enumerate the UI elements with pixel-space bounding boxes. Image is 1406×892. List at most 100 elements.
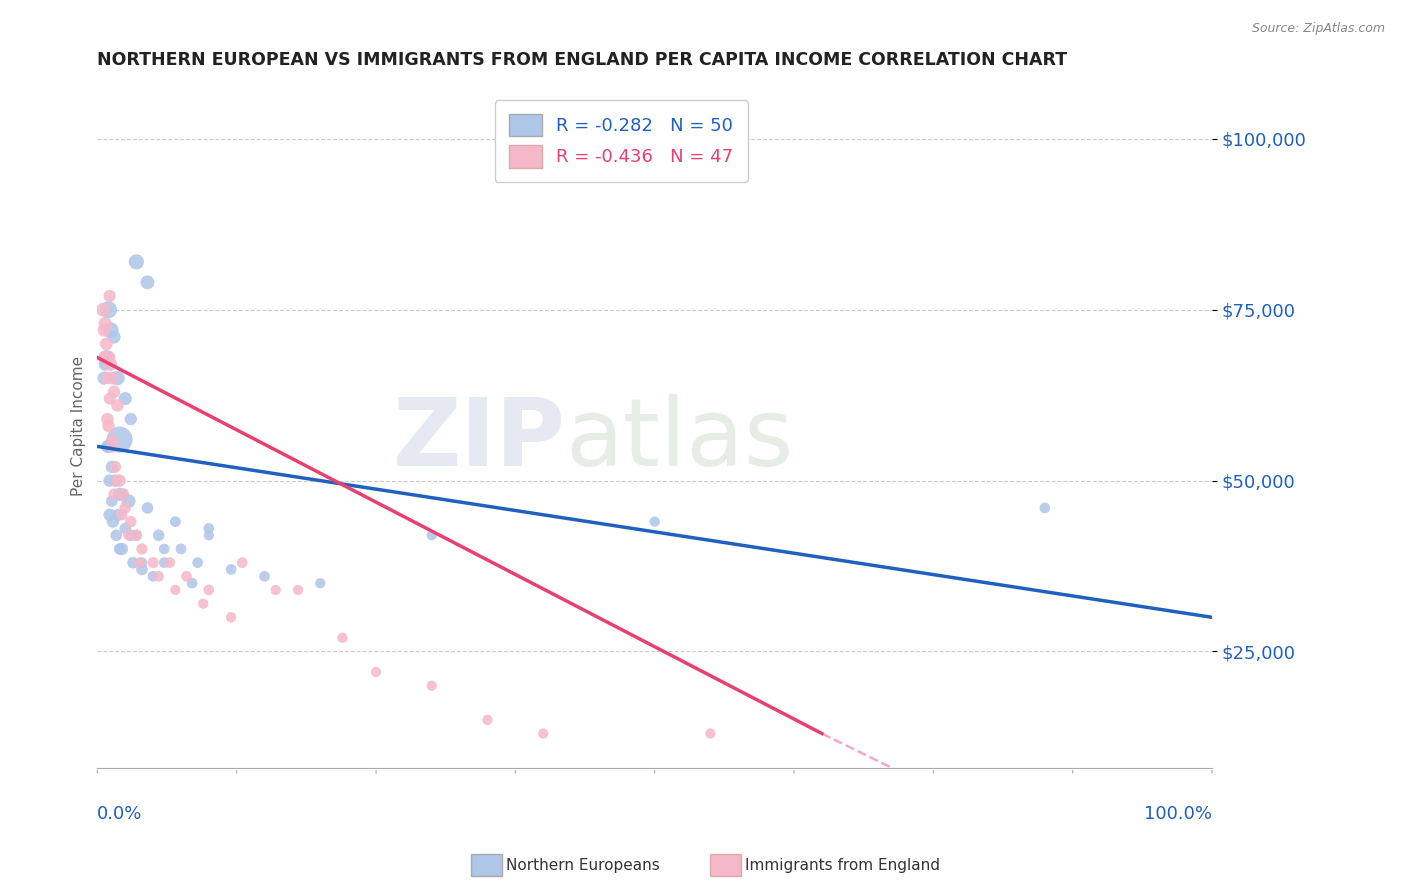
Point — [98, 392, 121, 406]
Point — [420, 679, 443, 693]
Point — [142, 556, 165, 570]
Point — [142, 569, 165, 583]
Point — [108, 541, 131, 556]
Point — [105, 528, 128, 542]
Point — [153, 556, 176, 570]
Point — [187, 556, 209, 570]
Text: Source: ZipAtlas.com: Source: ZipAtlas.com — [1251, 22, 1385, 36]
Point — [219, 610, 242, 624]
Text: 0.0%: 0.0% — [97, 805, 143, 823]
Point — [107, 371, 129, 385]
Point — [420, 528, 443, 542]
Point — [364, 665, 387, 679]
Text: NORTHERN EUROPEAN VS IMMIGRANTS FROM ENGLAND PER CAPITA INCOME CORRELATION CHART: NORTHERN EUROPEAN VS IMMIGRANTS FROM ENG… — [97, 51, 1067, 69]
Point — [264, 582, 287, 597]
Y-axis label: Per Capita Income: Per Capita Income — [72, 356, 86, 496]
Point — [131, 541, 153, 556]
Point — [94, 317, 117, 331]
Point — [309, 576, 332, 591]
Point — [148, 569, 170, 583]
Point — [96, 351, 118, 365]
Point — [96, 439, 118, 453]
Point — [100, 358, 122, 372]
Point — [136, 276, 159, 290]
Point — [98, 508, 121, 522]
Point — [103, 330, 125, 344]
Point — [98, 474, 121, 488]
Point — [103, 384, 125, 399]
Point — [111, 541, 134, 556]
Point — [120, 515, 142, 529]
Point — [101, 439, 124, 453]
Point — [148, 528, 170, 542]
Point — [181, 576, 204, 591]
Point — [128, 556, 150, 570]
Point — [477, 713, 499, 727]
Point — [531, 726, 554, 740]
Point — [287, 582, 309, 597]
Point — [125, 528, 148, 542]
Point — [219, 562, 242, 576]
Point — [96, 371, 118, 385]
Point — [231, 556, 253, 570]
Point — [97, 351, 120, 365]
Point — [105, 474, 128, 488]
Point — [159, 556, 181, 570]
Point — [111, 508, 134, 522]
Point — [94, 351, 117, 365]
Point — [107, 398, 129, 412]
Point — [91, 302, 114, 317]
Point — [117, 494, 139, 508]
Point — [699, 726, 721, 740]
Text: atlas: atlas — [565, 393, 794, 485]
Point — [198, 528, 221, 542]
Point — [96, 337, 118, 351]
Point — [111, 487, 134, 501]
Point — [176, 569, 198, 583]
Point — [101, 371, 124, 385]
Text: 100.0%: 100.0% — [1144, 805, 1212, 823]
Point — [120, 528, 142, 542]
Text: ZIP: ZIP — [392, 393, 565, 485]
Point — [96, 412, 118, 426]
Point — [104, 474, 127, 488]
Point — [101, 494, 124, 508]
Point — [644, 515, 666, 529]
Point — [96, 351, 118, 365]
Point — [153, 541, 176, 556]
Point — [1033, 500, 1056, 515]
Point — [101, 459, 124, 474]
Point — [101, 515, 124, 529]
Point — [101, 433, 124, 447]
Point — [125, 528, 148, 542]
Text: Immigrants from England: Immigrants from England — [745, 858, 941, 872]
Point — [253, 569, 276, 583]
Point — [332, 631, 354, 645]
Point — [193, 597, 215, 611]
Point — [97, 418, 120, 433]
Point — [131, 562, 153, 576]
Text: Northern Europeans: Northern Europeans — [506, 858, 659, 872]
Point — [131, 556, 153, 570]
Point — [100, 323, 122, 337]
Point — [93, 323, 115, 337]
Point — [108, 433, 131, 447]
Point — [108, 487, 131, 501]
Point — [170, 541, 193, 556]
Legend: R = -0.282   N = 50, R = -0.436   N = 47: R = -0.282 N = 50, R = -0.436 N = 47 — [495, 100, 748, 182]
Point — [93, 371, 115, 385]
Point — [165, 582, 187, 597]
Point — [111, 487, 134, 501]
Point — [97, 439, 120, 453]
Point — [122, 556, 145, 570]
Point — [104, 459, 127, 474]
Point — [108, 474, 131, 488]
Point — [120, 412, 142, 426]
Point — [117, 528, 139, 542]
Point — [114, 521, 136, 535]
Point — [114, 392, 136, 406]
Point — [98, 289, 121, 303]
Point — [94, 358, 117, 372]
Point — [107, 508, 129, 522]
Point — [97, 302, 120, 317]
